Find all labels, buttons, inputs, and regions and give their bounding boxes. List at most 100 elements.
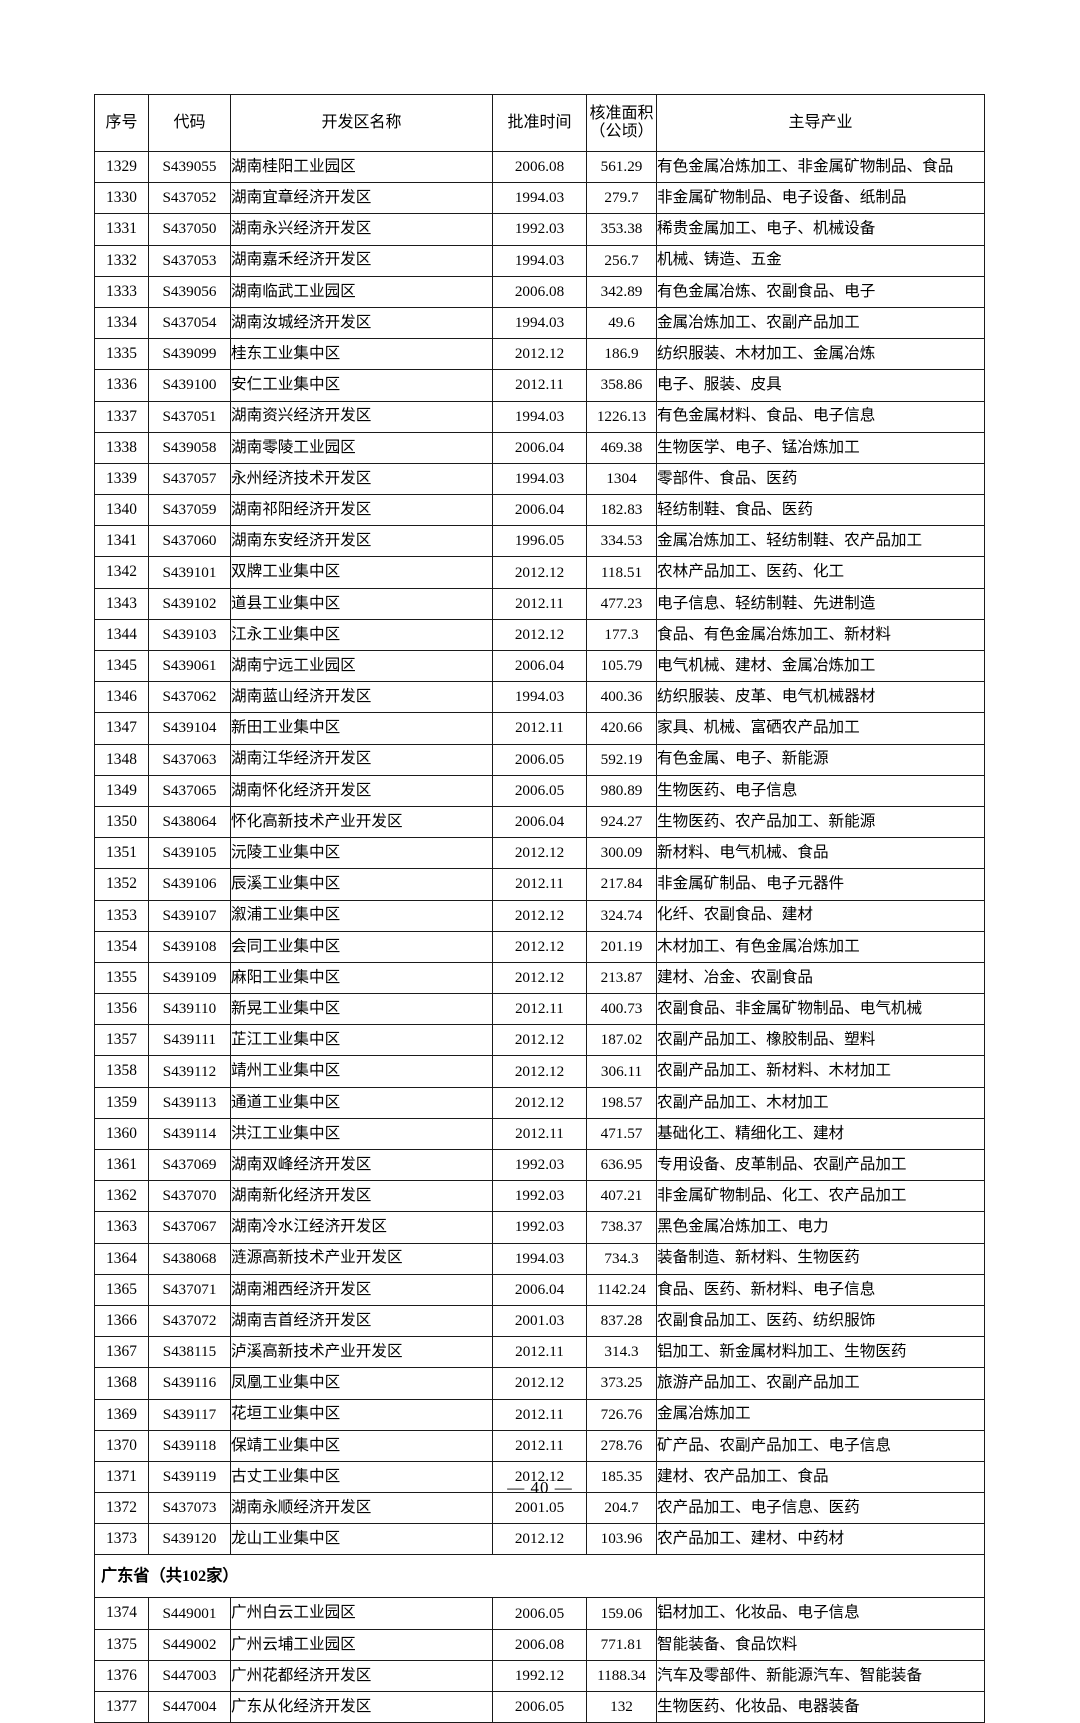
table-row: 1347 S439104 新田工业集中区 2012.11 420.66 家具、机械、富硒农… [94, 712, 985, 745]
cell-sequence: 1338 [94, 431, 149, 464]
cell-approval-date: 2012.12 [492, 961, 587, 995]
cell-code: S437060 [148, 525, 231, 558]
cell-leading-industry: 新材料、电气机械、食品 [656, 837, 985, 870]
cell-sequence: 1348 [94, 743, 149, 776]
cell-code: S439110 [148, 993, 231, 1026]
cell-sequence: 1355 [94, 961, 149, 995]
cell-approved-area: 420.66 [586, 712, 657, 745]
cell-approval-date: 2006.04 [492, 649, 587, 683]
cell-code: S437070 [148, 1180, 231, 1213]
cell-approval-date: 2006.08 [492, 150, 587, 184]
cell-sequence: 1368 [94, 1367, 149, 1400]
cell-code: S439103 [148, 618, 231, 652]
table-row: 1358 S439112 靖州工业集中区 2012.12 306.11 农副产品加工、新材… [94, 1055, 985, 1088]
cell-zone-name: 湖南冷水江经济开发区 [230, 1211, 493, 1244]
cell-code: S447003 [148, 1659, 231, 1693]
cell-approval-date: 1992.03 [492, 1180, 587, 1213]
cell-leading-industry: 农副产品加工、木材加工 [656, 1086, 985, 1119]
cell-code: S437062 [148, 681, 231, 714]
cell-approval-date: 2006.08 [492, 1628, 587, 1661]
cell-approval-date: 2012.12 [492, 338, 587, 371]
table-row: 1330 S437052 湖南宜章经济开发区 1994.03 279.7 非金属矿物制品、… [94, 182, 985, 215]
cell-sequence: 1342 [94, 556, 149, 589]
cell-sequence: 1340 [94, 494, 149, 527]
cell-leading-industry: 建材、农产品加工、食品 [656, 1460, 985, 1494]
cell-zone-name: 湖南湘西经济开发区 [230, 1273, 493, 1306]
table-row: 1341 S437060 湖南东安经济开发区 1996.05 334.53 金属冶炼加工、… [94, 525, 985, 558]
cell-zone-name: 通道工业集中区 [230, 1086, 493, 1119]
cell-approved-area: 469.38 [586, 431, 657, 464]
table-row: 1363 S437067 湖南冷水江经济开发区 1992.03 738.37 黑色金属冶炼… [94, 1211, 985, 1244]
cell-leading-industry: 农产品加工、建材、中药材 [656, 1523, 985, 1556]
table-row: 1368 S439116 凤凰工业集中区 2012.12 373.25 旅游产品加工、农副… [94, 1367, 985, 1400]
cell-leading-industry: 零部件、食品、医药 [656, 462, 985, 496]
cell-zone-name: 麻阳工业集中区 [230, 961, 493, 995]
cell-approved-area: 738.37 [586, 1211, 657, 1244]
table-row: 1332 S437053 湖南嘉禾经济开发区 1994.03 256.7 机械、铸造、五金 [94, 244, 985, 277]
cell-zone-name: 桂东工业集中区 [230, 338, 493, 371]
cell-approved-area: 185.35 [586, 1460, 657, 1494]
cell-code: S437052 [148, 182, 231, 215]
page-number: — 40 — [507, 1478, 573, 1497]
cell-approved-area: 477.23 [586, 587, 657, 620]
cell-zone-name: 泸溪高新技术产业开发区 [230, 1336, 493, 1369]
cell-approval-date: 2012.11 [492, 868, 587, 901]
cell-code: S449001 [148, 1597, 231, 1630]
cell-sequence: 1363 [94, 1211, 149, 1244]
cell-leading-industry: 有色金属冶炼、农副食品、电子 [656, 275, 985, 308]
cell-approval-date: 2006.05 [492, 1690, 587, 1723]
cell-zone-name: 广州花都经济开发区 [230, 1659, 493, 1693]
table-row: 1366 S437072 湖南吉首经济开发区 2001.03 837.28 农副食品加工、… [94, 1304, 985, 1338]
cell-approval-date: 2012.12 [492, 930, 587, 963]
cell-approval-date: 2001.03 [492, 1304, 587, 1338]
cell-code: S439106 [148, 868, 231, 901]
cell-sequence: 1330 [94, 182, 149, 215]
table-row: 1354 S439108 会同工业集中区 2012.12 201.19 木材加工、有色金属… [94, 930, 985, 963]
cell-approved-area: 182.83 [586, 494, 657, 527]
cell-leading-industry: 稀贵金属加工、电子、机械设备 [656, 213, 985, 246]
cell-code: S437067 [148, 1211, 231, 1244]
table-row: 1360 S439114 洪江工业集中区 2012.11 471.57 基础化工、精细化工… [94, 1117, 985, 1151]
table-row: 1373 S439120 龙山工业集中区 2012.12 103.96 农产品加工、建材、… [94, 1523, 985, 1556]
cell-approved-area: 204.7 [586, 1492, 657, 1525]
cell-approved-area: 407.21 [586, 1180, 657, 1213]
cell-sequence: 1351 [94, 837, 149, 870]
cell-code: S439113 [148, 1086, 231, 1119]
cell-approved-area: 471.57 [586, 1117, 657, 1151]
cell-leading-industry: 木材加工、有色金属冶炼加工 [656, 930, 985, 963]
cell-approval-date: 1996.05 [492, 525, 587, 558]
cell-code: S439116 [148, 1367, 231, 1400]
table-row: 1342 S439101 双牌工业集中区 2012.12 118.51 农林产品加工、医药… [94, 556, 985, 589]
cell-leading-industry: 农林产品加工、医药、化工 [656, 556, 985, 589]
cell-zone-name: 安仁工业集中区 [230, 369, 493, 402]
cell-zone-name: 湖南蓝山经济开发区 [230, 681, 493, 714]
cell-sequence: 1360 [94, 1117, 149, 1151]
table-row: 1346 S437062 湖南蓝山经济开发区 1994.03 400.36 纺织服装、皮革… [94, 681, 985, 714]
cell-code: S437069 [148, 1148, 231, 1182]
table-row: 1367 S438115 泸溪高新技术产业开发区 2012.11 314.3 铝加工、新金… [94, 1336, 985, 1369]
cell-leading-industry: 金属冶炼加工、农副产品加工 [656, 306, 985, 340]
cell-code: S437065 [148, 774, 231, 807]
cell-code: S439099 [148, 338, 231, 371]
cell-approved-area: 1304 [586, 462, 657, 496]
cell-leading-industry: 有色金属冶炼加工、非金属矿物制品、食品 [656, 150, 985, 184]
cell-sequence: 1359 [94, 1086, 149, 1119]
cell-zone-name: 涟源高新技术产业开发区 [230, 1242, 493, 1275]
cell-zone-name: 湖南新化经济开发区 [230, 1180, 493, 1213]
cell-zone-name: 会同工业集中区 [230, 930, 493, 963]
table-row: 1345 S439061 湖南宁远工业园区 2006.04 105.79 电气机械、建材、… [94, 649, 985, 683]
cell-code: S439101 [148, 556, 231, 589]
table-header: 序号 代码 开发区名称 批准时间 核准面积 （公顷） 主导产业 [94, 94, 985, 152]
cell-leading-industry: 化纤、农副食品、建材 [656, 899, 985, 932]
cell-zone-name: 湖南资兴经济开发区 [230, 400, 493, 433]
cell-leading-industry: 家具、机械、富硒农产品加工 [656, 712, 985, 745]
cell-approval-date: 2012.12 [492, 618, 587, 652]
table-row: 1370 S439118 保靖工业集中区 2012.11 278.76 矿产品、农副产品加… [94, 1429, 985, 1462]
cell-code: S439108 [148, 930, 231, 963]
cell-approved-area: 278.76 [586, 1429, 657, 1462]
cell-zone-name: 辰溪工业集中区 [230, 868, 493, 901]
cell-zone-name: 溆浦工业集中区 [230, 899, 493, 932]
cell-zone-name: 洪江工业集中区 [230, 1117, 493, 1151]
table-row: 1369 S439117 花垣工业集中区 2012.11 726.76 金属冶炼加工 [94, 1398, 985, 1431]
cell-approval-date: 2006.05 [492, 743, 587, 776]
